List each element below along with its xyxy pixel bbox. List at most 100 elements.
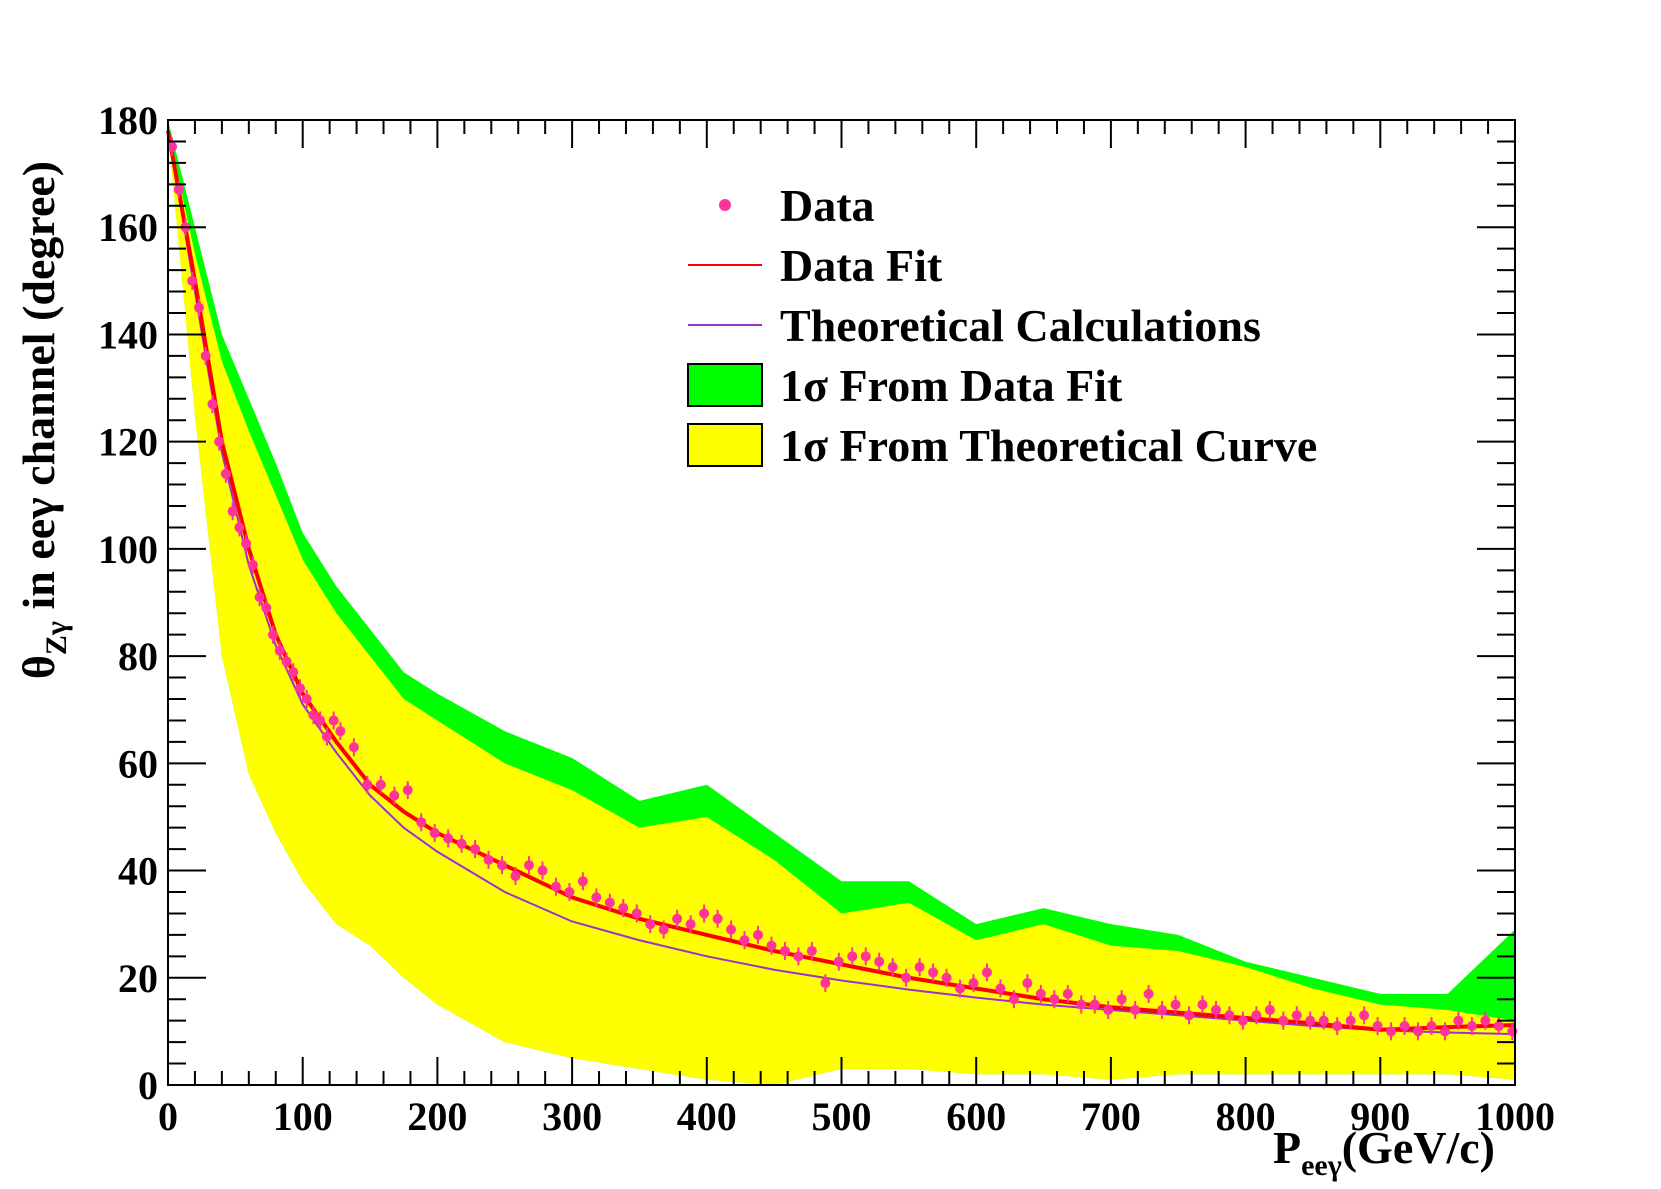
data-point bbox=[295, 683, 306, 694]
data-point bbox=[591, 892, 602, 903]
data-point bbox=[833, 956, 844, 967]
data-point bbox=[375, 779, 386, 790]
data-point bbox=[1143, 988, 1154, 999]
data-point bbox=[193, 302, 204, 313]
x-tick-label: 500 bbox=[812, 1094, 872, 1139]
y-axis-title-sub: Zγ bbox=[40, 621, 73, 655]
data-point bbox=[1170, 999, 1181, 1010]
data-points bbox=[167, 137, 1518, 1041]
data-point bbox=[281, 656, 292, 667]
data-point bbox=[335, 726, 346, 737]
data-point bbox=[712, 913, 723, 924]
data-point bbox=[1480, 1015, 1491, 1026]
data-point bbox=[234, 522, 245, 533]
x-tick-label: 200 bbox=[407, 1094, 467, 1139]
data-point bbox=[779, 945, 790, 956]
data-point bbox=[416, 817, 427, 828]
data-point bbox=[510, 870, 521, 881]
y-tick-label: 140 bbox=[98, 312, 158, 357]
data-point bbox=[274, 645, 285, 656]
data-point bbox=[167, 141, 178, 152]
data-point bbox=[389, 790, 400, 801]
x-axis-title-sub: eeγ bbox=[1301, 1149, 1342, 1182]
data-point bbox=[402, 785, 413, 796]
data-point bbox=[429, 828, 440, 839]
data-point bbox=[1224, 1010, 1235, 1021]
axis-ticks: 0 100 200 300 400 500 600 700 800 900 1000 0 20 40 60 8… bbox=[98, 98, 1555, 1139]
data-point bbox=[214, 436, 225, 447]
data-point bbox=[550, 881, 561, 892]
data-point bbox=[1076, 999, 1087, 1010]
data-point bbox=[739, 935, 750, 946]
data-point bbox=[1318, 1015, 1329, 1026]
data-point bbox=[1372, 1021, 1383, 1032]
data-point bbox=[288, 667, 299, 678]
legend-item: Theoretical Calculations bbox=[688, 300, 1261, 351]
legend-label: 1σ From Theoretical Curve bbox=[780, 420, 1317, 471]
data-point bbox=[699, 908, 710, 919]
data-point bbox=[301, 694, 312, 704]
data-point bbox=[1439, 1026, 1450, 1037]
data-point bbox=[955, 983, 966, 994]
y-tick-label: 20 bbox=[118, 956, 158, 1001]
data-point bbox=[247, 559, 258, 570]
y-tick-label: 160 bbox=[98, 205, 158, 250]
y-axis-title-symbol: θ bbox=[13, 655, 64, 679]
data-point bbox=[1493, 1021, 1504, 1032]
data-point bbox=[981, 967, 992, 978]
data-point bbox=[268, 629, 279, 640]
x-axis-title-main: P bbox=[1273, 1122, 1301, 1173]
data-point bbox=[456, 838, 467, 849]
data-point bbox=[1332, 1021, 1343, 1032]
data-point bbox=[604, 897, 615, 908]
data-point bbox=[806, 945, 817, 956]
data-point bbox=[914, 962, 925, 973]
data-point bbox=[820, 978, 831, 989]
data-point bbox=[308, 710, 319, 721]
data-point bbox=[564, 887, 575, 897]
x-tick-label: 800 bbox=[1216, 1094, 1276, 1139]
legend-label: Data bbox=[780, 180, 875, 231]
data-point bbox=[860, 951, 871, 962]
x-axis-title-unit: (GeV/c) bbox=[1342, 1122, 1495, 1173]
legend-swatch bbox=[687, 423, 763, 467]
data-point bbox=[227, 506, 238, 517]
data-point bbox=[261, 602, 272, 613]
y-tick-label: 120 bbox=[98, 420, 158, 465]
data-point bbox=[995, 983, 1006, 994]
data-point bbox=[497, 860, 508, 871]
legend-item: 1σ From Data Fit bbox=[687, 360, 1123, 411]
data-point bbox=[1278, 1015, 1289, 1026]
data-point bbox=[1453, 1015, 1464, 1026]
data-point bbox=[1089, 999, 1100, 1010]
x-tick-label: 400 bbox=[677, 1094, 737, 1139]
data-point bbox=[200, 350, 211, 361]
x-tick-label: 700 bbox=[1081, 1094, 1141, 1139]
y-tick-label: 40 bbox=[118, 849, 158, 894]
data-point bbox=[618, 903, 629, 914]
legend: Data Data Fit Theoretical Calculations 1σ F… bbox=[687, 180, 1317, 471]
theory-sigma-band bbox=[168, 130, 1515, 1085]
data-point bbox=[1305, 1015, 1316, 1026]
data-point bbox=[1413, 1026, 1424, 1037]
x-tick-label: 100 bbox=[273, 1094, 333, 1139]
data-point bbox=[207, 399, 218, 410]
data-point bbox=[1130, 1004, 1141, 1015]
x-tick-label: 600 bbox=[946, 1094, 1006, 1139]
data-point bbox=[941, 972, 952, 983]
data-point bbox=[187, 275, 198, 286]
legend-item: Data bbox=[719, 180, 875, 231]
legend-label: 1σ From Data Fit bbox=[780, 360, 1123, 411]
x-tick-label: 900 bbox=[1350, 1094, 1410, 1139]
data-point bbox=[577, 876, 588, 887]
legend-swatch bbox=[687, 363, 763, 407]
data-point bbox=[968, 978, 979, 989]
data-point bbox=[672, 913, 683, 924]
y-tick-label: 80 bbox=[118, 634, 158, 679]
data-point bbox=[1237, 1015, 1248, 1026]
data-point bbox=[1035, 988, 1046, 999]
data-point bbox=[887, 962, 898, 973]
data-point bbox=[173, 184, 184, 195]
data-point bbox=[470, 844, 481, 855]
